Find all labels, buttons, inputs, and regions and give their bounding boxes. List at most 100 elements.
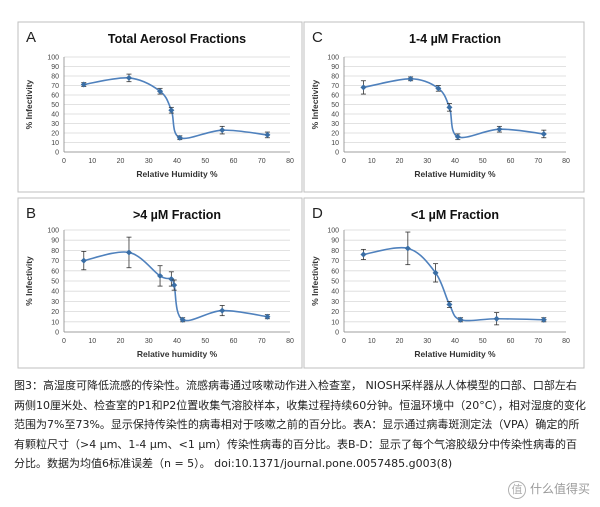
data-point [80,257,87,264]
data-point [80,81,87,88]
y-tick-label: 40 [51,289,59,296]
y-tick-label: 20 [331,131,339,138]
y-tick-label: 100 [327,228,339,235]
chart-title: >4 µM Fraction [133,208,221,222]
x-axis-label: Relative humidity % [137,349,218,359]
y-tick-label: 10 [331,319,339,326]
y-tick-label: 90 [51,238,59,245]
y-tick-label: 10 [51,140,59,147]
data-point [446,301,453,308]
x-tick-label: 30 [423,338,431,345]
panel-frame [303,197,585,369]
y-tick-label: 20 [331,309,339,316]
data-point [264,313,271,320]
y-tick-label: 80 [51,248,59,255]
data-point [168,107,175,114]
x-tick-label: 60 [507,158,515,165]
y-axis-label: % Infectivity [310,256,320,306]
watermark-text: 什么值得买 [529,482,590,496]
data-point [360,251,367,258]
y-tick-label: 60 [331,268,339,275]
x-tick-label: 80 [286,158,294,165]
y-tick-label: 30 [331,121,339,128]
figure-panels: A Total Aerosol Fractions 0 10 20 30 40 50 60 70 8… [17,21,585,369]
chart-panel-a: A Total Aerosol Fractions 0 10 20 30 40 50 60 70 8… [17,21,303,193]
data-point [540,316,547,323]
data-point [264,131,271,138]
y-tick-label: 50 [331,102,339,109]
y-tick-label: 40 [331,289,339,296]
x-axis-label: Relative Humidity % [414,169,496,179]
y-tick-label: 50 [51,279,59,286]
y-tick-label: 30 [51,299,59,306]
data-point [457,316,464,323]
y-tick-label: 100 [47,228,59,235]
chart-title: 1-4 µM Fraction [409,32,501,46]
y-tick-label: 70 [51,258,59,265]
x-tick-label: 30 [423,158,431,165]
y-tick-label: 70 [331,258,339,265]
x-tick-label: 0 [62,338,66,345]
y-tick-label: 0 [55,330,59,337]
data-point [493,315,500,322]
x-tick-label: 60 [230,158,238,165]
x-tick-label: 0 [342,158,346,165]
chart-title: Total Aerosol Fractions [108,32,246,46]
data-point [407,75,414,82]
x-tick-label: 50 [201,158,209,165]
x-tick-label: 30 [145,158,153,165]
x-tick-label: 50 [201,338,209,345]
x-tick-label: 70 [534,338,542,345]
x-tick-label: 60 [230,338,238,345]
x-tick-label: 70 [258,338,266,345]
x-tick-label: 20 [117,158,125,165]
figure-caption: 图3：高湿度可降低流感的传染性。流感病毒通过咳嗽动作进入检查室， NIOSH采样… [14,379,586,470]
x-tick-label: 20 [396,338,404,345]
data-point [496,126,503,133]
watermark: 值什么值得买 [507,480,590,499]
y-tick-label: 90 [331,64,339,71]
y-tick-label: 10 [331,140,339,147]
x-tick-label: 10 [88,338,96,345]
x-tick-label: 0 [62,158,66,165]
chart-panel-b: B >4 µM Fraction 0 10 20 30 40 50 60 70 80 90 100 0 10… [17,197,303,369]
x-tick-label: 40 [173,338,181,345]
chart-panel-d: D <1 µM Fraction 0 10 20 30 40 50 60 70 80 90 100 0 10… [303,197,585,369]
y-tick-label: 80 [331,248,339,255]
panel-letter: D [312,205,323,222]
y-tick-label: 0 [335,330,339,337]
y-tick-label: 80 [51,74,59,81]
data-point [168,275,175,282]
y-tick-label: 100 [327,55,339,62]
y-tick-label: 90 [331,238,339,245]
x-tick-label: 30 [145,338,153,345]
y-tick-label: 70 [331,83,339,90]
y-tick-label: 40 [51,112,59,119]
chart-title: <1 µM Fraction [411,208,499,222]
y-tick-label: 30 [331,299,339,306]
panel-frame [17,21,303,193]
x-axis-label: Relative Humidity % [414,349,496,359]
y-tick-label: 60 [51,268,59,275]
data-point [171,282,178,289]
data-point [432,269,439,276]
x-tick-label: 50 [479,158,487,165]
data-point [435,85,442,92]
x-axis-label: Relative Humidity % [136,169,218,179]
x-tick-label: 10 [368,158,376,165]
x-tick-label: 20 [396,158,404,165]
x-tick-label: 60 [507,338,515,345]
x-tick-label: 40 [451,158,459,165]
y-axis-label: % Infectivity [310,79,320,129]
panel-letter: C [312,29,323,46]
y-tick-label: 20 [51,131,59,138]
x-tick-label: 0 [342,338,346,345]
y-tick-label: 20 [51,309,59,316]
y-tick-label: 30 [51,121,59,128]
data-point [176,134,183,141]
x-tick-label: 20 [117,338,125,345]
y-tick-label: 60 [51,93,59,100]
y-axis-label: % Infectivity [24,79,34,129]
x-tick-label: 80 [562,158,570,165]
y-tick-label: 80 [331,74,339,81]
